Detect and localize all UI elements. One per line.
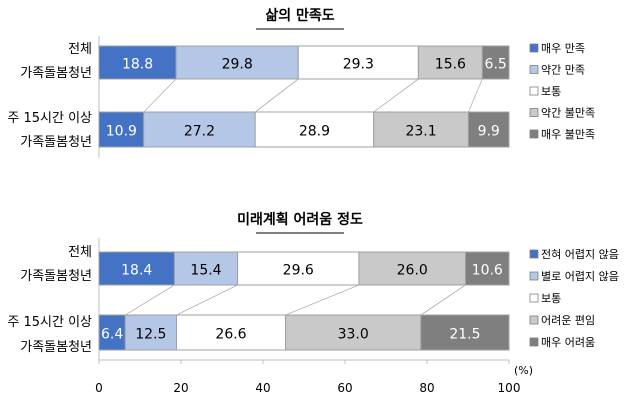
category-label: 가족돌봄청년 bbox=[20, 269, 92, 284]
connector-line bbox=[254, 78, 299, 113]
legend-entry: 어려운 편임 bbox=[541, 314, 595, 327]
data-label: 33.0 bbox=[338, 327, 369, 343]
data-label: 29.3 bbox=[343, 57, 374, 73]
data-label: 21.5 bbox=[449, 327, 480, 343]
bar-segment bbox=[98, 111, 145, 148]
connector-line bbox=[373, 78, 419, 113]
x-tick-label: 100 bbox=[498, 381, 521, 395]
connector-line bbox=[176, 284, 238, 316]
category-label: 주 15시간 이상 bbox=[7, 111, 92, 126]
legend-swatch bbox=[529, 315, 539, 325]
x-tick-label: 80 bbox=[419, 381, 434, 395]
bar-segment bbox=[420, 314, 510, 351]
data-label: 15.4 bbox=[190, 263, 221, 279]
bar-segment bbox=[175, 314, 287, 351]
legend-swatch bbox=[529, 129, 539, 139]
data-label: 10.6 bbox=[472, 263, 503, 279]
bar-segment bbox=[143, 111, 256, 148]
bar-segment bbox=[173, 251, 239, 286]
legend-swatch bbox=[529, 271, 539, 281]
category-label: 주 15시간 이상 bbox=[7, 315, 92, 330]
data-label: 26.6 bbox=[215, 327, 246, 343]
bar-segment bbox=[175, 45, 299, 80]
chart-title-0: 삶의 만족도 bbox=[265, 7, 334, 24]
legend-entry: 매우 만족 bbox=[541, 42, 585, 55]
data-label: 15.6 bbox=[435, 57, 466, 73]
bar-segment bbox=[285, 314, 422, 351]
data-label: 9.9 bbox=[478, 124, 500, 140]
x-unit-label: (%) bbox=[514, 364, 533, 377]
category-label: 가족돌봄청년 bbox=[20, 135, 92, 150]
data-label: 18.8 bbox=[122, 57, 153, 73]
legend-swatch bbox=[529, 86, 539, 96]
data-label: 26.0 bbox=[397, 263, 428, 279]
data-label: 6.5 bbox=[485, 57, 507, 73]
connector-line bbox=[125, 284, 175, 316]
bar-segment bbox=[481, 45, 510, 80]
legend-entry: 별로 어렵지 않음 bbox=[541, 270, 619, 283]
legend-entry: 보통 bbox=[541, 292, 561, 305]
legend-entry: 매우 불만족 bbox=[541, 128, 595, 141]
legend-entry: 약간 만족 bbox=[541, 63, 585, 77]
connector-line bbox=[285, 284, 360, 316]
data-label: 12.5 bbox=[135, 327, 166, 343]
legend-entry: 보통 bbox=[541, 85, 561, 98]
bar-segment bbox=[467, 111, 510, 148]
data-label: 18.4 bbox=[121, 263, 152, 279]
x-tick-label: 0 bbox=[95, 381, 103, 395]
data-label: 6.4 bbox=[101, 327, 123, 343]
bar-segment bbox=[237, 251, 360, 286]
bar-segment bbox=[98, 45, 177, 80]
data-label: 27.2 bbox=[184, 124, 215, 140]
connector-line bbox=[143, 78, 177, 113]
chart-title-1: 미래계획 어려움 정도 bbox=[237, 211, 363, 228]
data-label: 23.1 bbox=[405, 124, 436, 140]
category-label: 가족돌봄청년 bbox=[20, 340, 92, 355]
x-tick-label: 20 bbox=[173, 381, 188, 395]
legend-entry: 약간 불만족 bbox=[541, 106, 595, 120]
x-tick-label: 40 bbox=[255, 381, 270, 395]
connector-line bbox=[420, 284, 466, 316]
bar-segment bbox=[465, 251, 510, 286]
bar-segment bbox=[254, 111, 375, 148]
data-label: 29.8 bbox=[222, 57, 253, 73]
legend-swatch bbox=[529, 43, 539, 53]
bar-segment bbox=[373, 111, 469, 148]
legend-swatch bbox=[529, 293, 539, 303]
category-label: 전체 bbox=[68, 42, 92, 57]
category-label: 전체 bbox=[68, 245, 92, 260]
bar-segment bbox=[297, 45, 419, 80]
data-label: 10.9 bbox=[106, 124, 137, 140]
bar-segment bbox=[417, 45, 483, 80]
category-label: 가족돌봄청년 bbox=[20, 66, 92, 81]
connector-line bbox=[468, 78, 483, 113]
legend-swatch bbox=[529, 65, 539, 74]
legend-entry: 매우 어려움 bbox=[541, 336, 595, 349]
legend-swatch bbox=[529, 337, 539, 347]
bar-segment bbox=[358, 251, 467, 286]
data-label: 29.6 bbox=[283, 263, 314, 279]
legend-swatch bbox=[529, 108, 539, 117]
legend-entry: 전혀 어렵지 않음 bbox=[541, 248, 619, 261]
x-tick-label: 60 bbox=[337, 381, 352, 395]
legend-swatch bbox=[529, 249, 539, 259]
bar-segment bbox=[98, 251, 175, 286]
data-label: 28.9 bbox=[299, 124, 330, 140]
